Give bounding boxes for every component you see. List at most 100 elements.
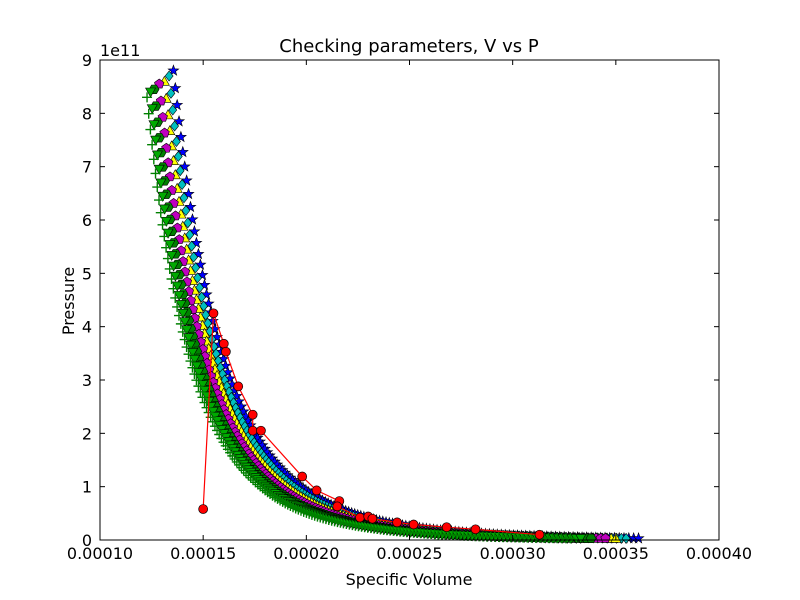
data-point: [252, 479, 263, 490]
data-point: [243, 470, 254, 481]
data-point: [143, 108, 154, 119]
data-point: [166, 251, 178, 262]
data-point: [148, 120, 160, 131]
data-point: [565, 533, 576, 544]
data-point: [195, 386, 206, 397]
y-tick-label: 9: [82, 51, 92, 70]
data-point: [201, 402, 212, 413]
data-point: [189, 251, 199, 263]
data-point: [174, 130, 187, 143]
data-point: [164, 263, 175, 274]
data-point: [155, 178, 167, 189]
data-point: [177, 308, 189, 319]
data-point: [142, 92, 153, 103]
data-point: [164, 70, 174, 82]
data-point: [297, 471, 308, 482]
data-point: [159, 231, 170, 242]
data-point: [152, 182, 163, 193]
data-point: [155, 207, 166, 218]
data-point: [247, 425, 258, 436]
data-point: [191, 361, 203, 372]
data-point: [164, 240, 176, 251]
data-point: [208, 308, 219, 319]
data-point: [158, 204, 170, 215]
data-point: [198, 504, 209, 514]
data-point: [183, 349, 194, 360]
data-point: [162, 228, 174, 239]
data-point: [247, 409, 258, 420]
data-point: [171, 98, 184, 111]
data-point: [621, 532, 631, 544]
x-tick-label: 0.00025: [376, 544, 442, 563]
data-point: [175, 165, 185, 177]
y-tick-label: 3: [82, 371, 92, 390]
data-point: [182, 187, 195, 200]
data-point: [171, 281, 183, 292]
ticks: 0.00010 0.00015 0.00020 0.00025 0.00030 0.000…: [67, 51, 752, 563]
data-point: [193, 381, 204, 392]
data-point: [575, 534, 587, 545]
data-point: [632, 532, 645, 544]
data-point: [191, 262, 201, 274]
data-point: [181, 342, 192, 353]
data-point: [145, 87, 157, 98]
data-point: [148, 154, 159, 165]
data-point: [256, 425, 266, 436]
y-tick-label: 5: [82, 264, 92, 283]
data-point: [179, 334, 190, 345]
data-point: [194, 258, 207, 270]
data-point: [188, 225, 201, 237]
data-point: [199, 386, 211, 396]
data-point: [166, 274, 177, 285]
data-point: [441, 522, 452, 533]
data-point: [162, 253, 173, 264]
data-point: [181, 325, 193, 336]
data-point: [157, 219, 168, 230]
y-tick-label: 8: [82, 104, 92, 123]
data-point: [176, 145, 189, 158]
data-point: [179, 317, 191, 328]
data-point: [170, 120, 179, 132]
y-tick-label: 4: [82, 318, 92, 337]
data-point: [177, 326, 188, 337]
data-point: [189, 369, 200, 380]
data-point: [267, 490, 278, 501]
data-point: [154, 195, 165, 206]
data-point: [392, 517, 402, 528]
data-point: [168, 283, 179, 294]
data-point: [240, 467, 251, 478]
y-tick-label: 2: [82, 424, 92, 443]
data-point: [146, 104, 158, 115]
data-point: [195, 374, 207, 385]
data-point: [150, 168, 161, 179]
data-point: [145, 124, 156, 135]
data-point: [355, 512, 365, 523]
data-point: [157, 191, 169, 202]
data-point: [199, 397, 210, 408]
x-tick-label: 0.00040: [686, 544, 752, 563]
data-point: [153, 164, 165, 175]
data-point: [248, 475, 259, 486]
data-point: [221, 346, 231, 357]
data-point: [147, 139, 158, 150]
data-point: [285, 500, 296, 511]
data-point: [280, 498, 291, 509]
data-point: [275, 495, 286, 506]
data-point: [198, 278, 211, 291]
data-point: [150, 135, 162, 146]
data-point: [212, 425, 223, 436]
data-point: [197, 392, 208, 403]
data-point: [167, 64, 180, 76]
data-point: [175, 300, 187, 311]
data-point: [207, 416, 218, 427]
x-tick-label: 0.00015: [170, 544, 236, 563]
x-tick-label: 0.00035: [583, 544, 649, 563]
data-point: [180, 174, 193, 186]
y-tick-label: 1: [82, 478, 92, 497]
data-point: [184, 200, 197, 213]
data-point: [187, 362, 198, 373]
data-point: [161, 242, 172, 253]
data-point: [173, 150, 183, 162]
plot-area: [142, 64, 645, 545]
